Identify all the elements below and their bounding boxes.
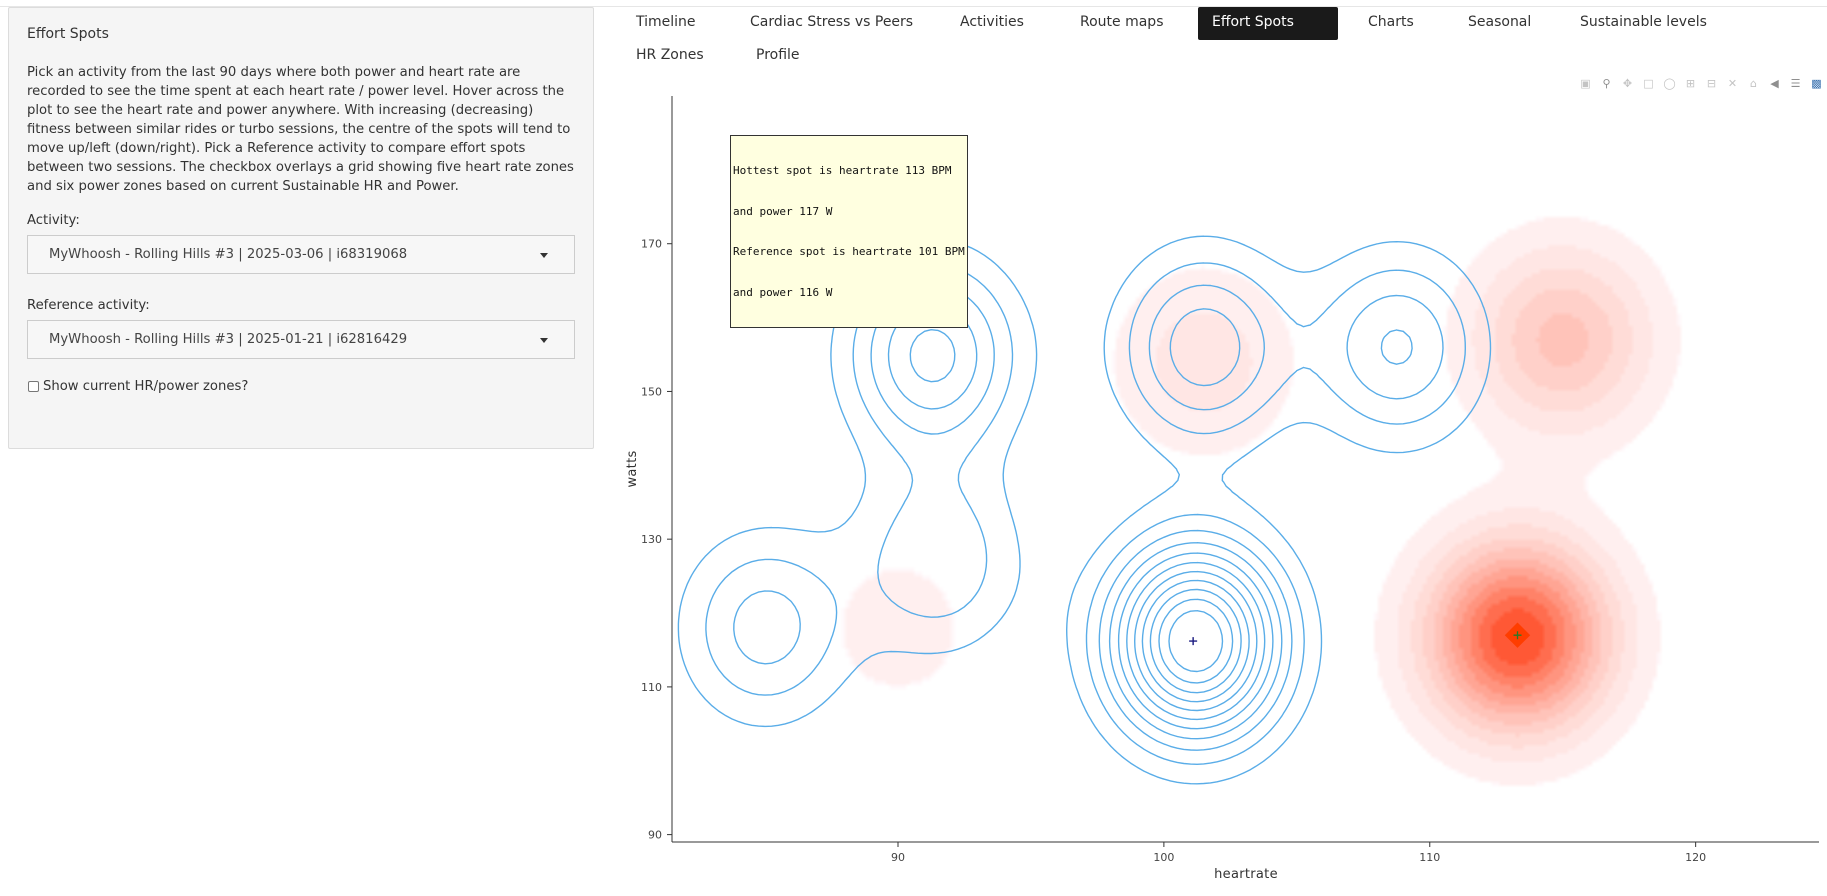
y-tick-label: 130 <box>641 533 662 546</box>
hover-compare-icon[interactable]: ☰ <box>1790 77 1801 90</box>
y-tick-label: 110 <box>641 681 662 694</box>
tab-route-maps[interactable]: Route maps <box>1080 14 1164 30</box>
y-axis-ticks: 90 110 130 150 170 <box>641 238 672 842</box>
reference-activity-select[interactable]: MyWhoosh - Rolling Hills #3 | 2025-01-21… <box>27 320 575 359</box>
y-tick-label: 170 <box>641 238 662 251</box>
annotation-line: Reference spot is heartrate 101 BPM <box>733 245 965 258</box>
contour-line <box>677 235 1492 785</box>
reference-select-value: MyWhoosh - Rolling Hills #3 | 2025-01-21… <box>49 332 408 347</box>
zoom-out-icon[interactable]: ⊟ <box>1706 77 1717 90</box>
lasso-icon[interactable]: ◯ <box>1663 77 1676 90</box>
x-axis-title: heartrate <box>1214 867 1278 882</box>
tab-effort-spots[interactable]: Effort Spots <box>1198 7 1338 40</box>
camera-icon[interactable]: ▣ <box>1580 77 1591 90</box>
hot-spot-cross <box>1513 631 1522 640</box>
zones-checkbox-label[interactable]: Show current HR/power zones? <box>43 379 249 394</box>
panel-title: Effort Spots <box>27 26 109 42</box>
zones-checkbox[interactable] <box>28 381 39 392</box>
sidebar-panel: Effort Spots Pick an activity from the l… <box>8 7 594 449</box>
x-tick-label: 90 <box>891 851 905 864</box>
contour-line <box>705 262 1466 765</box>
tab-profile[interactable]: Profile <box>756 47 800 63</box>
reference-contour-layer <box>677 235 1492 785</box>
tab-cardiac-stress-vs-peers[interactable]: Cardiac Stress vs Peers <box>750 14 914 30</box>
zoom-icon[interactable]: ⚲ <box>1602 77 1611 90</box>
panel-description: Pick an activity from the last 90 days w… <box>27 65 574 194</box>
tab-activities[interactable]: Activities <box>960 14 1024 30</box>
annotation-line: Hottest spot is heartrate 113 BPM <box>733 164 952 177</box>
caret-down-icon <box>540 338 548 343</box>
reference-activity-label: Reference activity: <box>27 298 150 313</box>
reset-axes-icon[interactable]: ⌂ <box>1750 77 1757 90</box>
contour-line <box>1126 561 1266 721</box>
tab-charts[interactable]: Charts <box>1368 14 1414 30</box>
effort-spots-plot[interactable]: ▣ ⚲ ✥ □ ◯ ⊞ ⊟ ✕ ⌂ ◀ ☰ ▩ 90 100 110 120 90 11… <box>620 70 1827 896</box>
activity-select-value: MyWhoosh - Rolling Hills #3 | 2025-03-06… <box>49 247 408 262</box>
autoscale-icon[interactable]: ✕ <box>1727 77 1738 90</box>
tab-hr-zones[interactable]: HR Zones <box>636 47 704 63</box>
tab-sustainable-levels[interactable]: Sustainable levels <box>1580 14 1707 30</box>
contour-line <box>1158 598 1234 684</box>
pan-icon[interactable]: ✥ <box>1622 77 1633 90</box>
tab-seasonal[interactable]: Seasonal <box>1468 14 1532 30</box>
top-border <box>0 0 1827 7</box>
plotly-logo-icon[interactable]: ▩ <box>1811 77 1822 90</box>
y-tick-label: 150 <box>641 385 662 398</box>
y-tick-label: 90 <box>648 829 662 842</box>
contour-line <box>1134 570 1258 712</box>
hot-spot-annotation: Hottest spot is heartrate 113 BPM and po… <box>730 135 968 328</box>
contour-line <box>1141 579 1250 703</box>
activity-select[interactable]: MyWhoosh - Rolling Hills #3 | 2025-03-06… <box>27 235 575 274</box>
x-tick-label: 100 <box>1153 851 1174 864</box>
contour-line <box>733 284 1444 751</box>
zones-checkbox-row[interactable]: Show current HR/power zones? <box>27 379 575 394</box>
contour-line <box>1168 610 1224 673</box>
plot-modebar: ▣ ⚲ ✥ □ ◯ ⊞ ⊟ ✕ ⌂ ◀ ☰ ▩ <box>1575 75 1827 92</box>
annotation-line: and power 116 W <box>733 285 833 299</box>
activity-label: Activity: <box>27 213 80 228</box>
hover-closest-icon[interactable]: ◀ <box>1770 77 1779 90</box>
x-axis-ticks: 90 100 110 120 <box>891 842 1706 864</box>
tab-timeline[interactable]: Timeline <box>636 14 696 30</box>
x-tick-label: 110 <box>1419 851 1440 864</box>
caret-down-icon <box>540 253 548 258</box>
x-tick-label: 120 <box>1685 851 1706 864</box>
y-axis-title: watts <box>625 450 640 487</box>
reference-spot-cross <box>1189 637 1198 646</box>
contour-line <box>1149 588 1242 694</box>
zoom-in-icon[interactable]: ⊞ <box>1685 77 1696 90</box>
annotation-line: and power 117 W <box>733 204 833 218</box>
contour-line <box>909 329 1274 730</box>
box-select-icon[interactable]: □ <box>1643 77 1654 90</box>
